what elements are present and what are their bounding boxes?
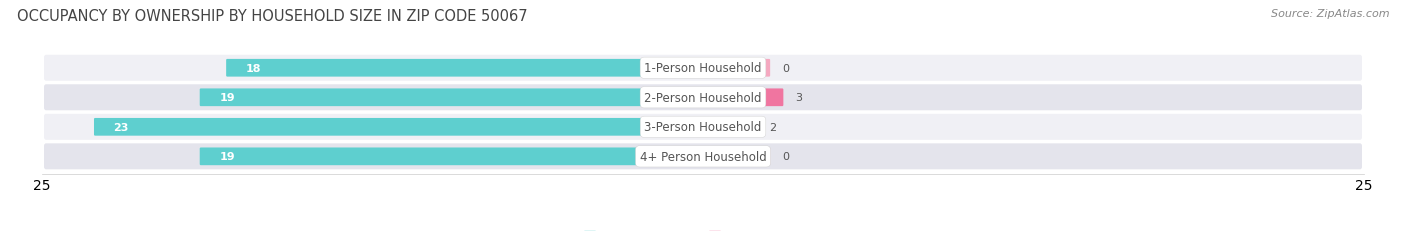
FancyBboxPatch shape [226,60,704,77]
Text: 4+ Person Household: 4+ Person Household [640,150,766,163]
FancyBboxPatch shape [702,89,783,107]
Text: 18: 18 [246,64,262,73]
Text: 3-Person Household: 3-Person Household [644,121,762,134]
FancyBboxPatch shape [44,55,1362,81]
FancyBboxPatch shape [702,60,770,77]
FancyBboxPatch shape [702,148,770,165]
FancyBboxPatch shape [200,89,704,107]
FancyBboxPatch shape [44,144,1362,170]
Text: 2: 2 [769,122,776,132]
Text: 0: 0 [782,64,789,73]
FancyBboxPatch shape [702,119,756,136]
Text: 2-Person Household: 2-Person Household [644,91,762,104]
Text: 3: 3 [796,93,803,103]
FancyBboxPatch shape [44,114,1362,140]
Text: 1-Person Household: 1-Person Household [644,62,762,75]
FancyBboxPatch shape [94,119,704,136]
Text: 0: 0 [782,152,789,162]
Text: 19: 19 [219,93,235,103]
Text: 19: 19 [219,152,235,162]
Text: Source: ZipAtlas.com: Source: ZipAtlas.com [1271,9,1389,19]
Text: 23: 23 [114,122,129,132]
Text: OCCUPANCY BY OWNERSHIP BY HOUSEHOLD SIZE IN ZIP CODE 50067: OCCUPANCY BY OWNERSHIP BY HOUSEHOLD SIZE… [17,9,527,24]
FancyBboxPatch shape [200,148,704,165]
Legend: Owner-occupied, Renter-occupied: Owner-occupied, Renter-occupied [579,225,827,231]
FancyBboxPatch shape [44,85,1362,111]
